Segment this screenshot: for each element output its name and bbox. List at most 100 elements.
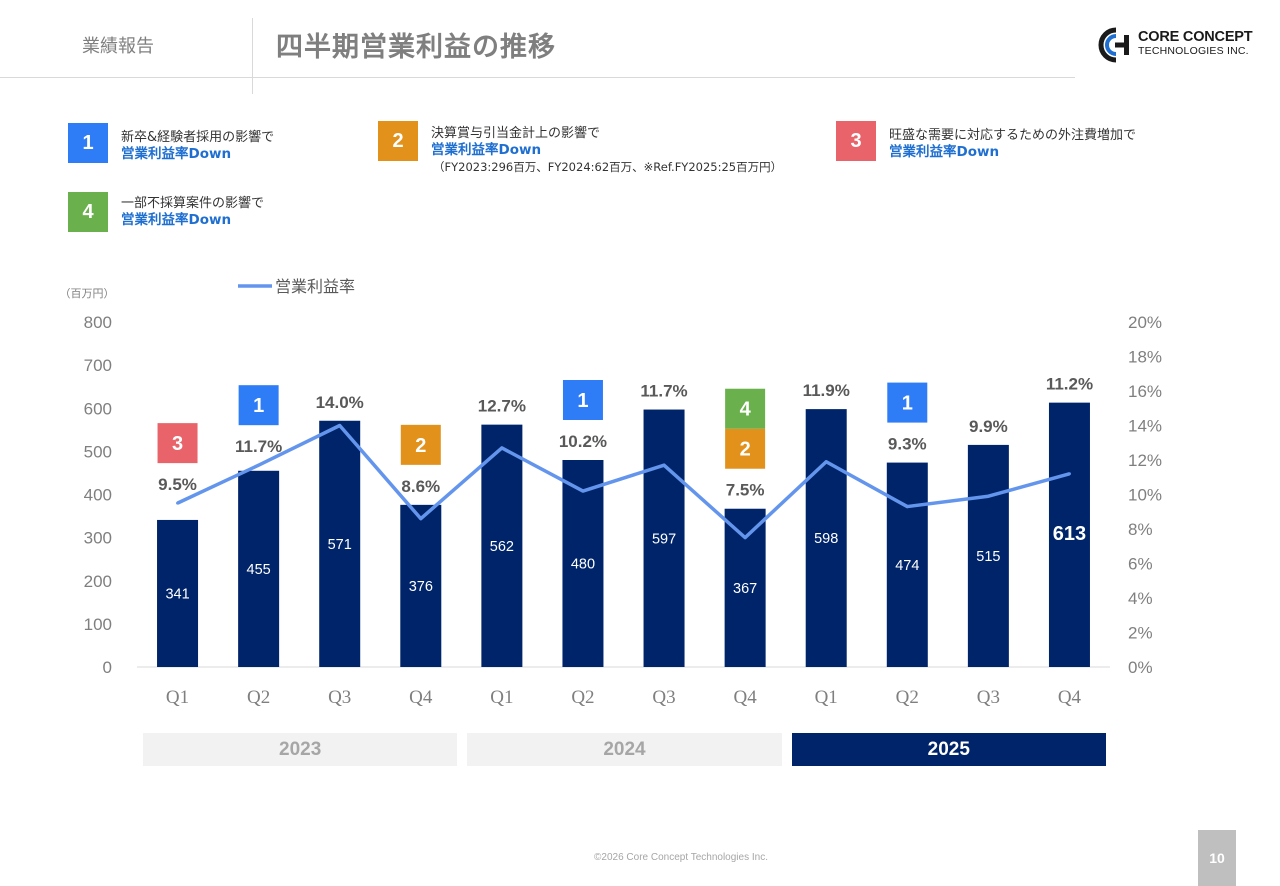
y-tick-label: 500 [84, 442, 112, 461]
margin-point [743, 536, 747, 540]
margin-point [905, 505, 909, 509]
y2-tick-label: 16% [1128, 382, 1162, 401]
note-3-line2: 営業利益率Down [889, 144, 1000, 160]
bar-value-label: 515 [976, 549, 1000, 565]
margin-value-label: 9.9% [969, 417, 1008, 436]
margin-value-label: 8.6% [401, 477, 440, 496]
y2-tick-label: 12% [1128, 451, 1162, 470]
chart-badge-label: 1 [902, 393, 913, 415]
margin-point [500, 446, 504, 450]
margin-value-label: 11.2% [1046, 375, 1093, 394]
bar-value-label: 598 [814, 531, 838, 547]
page-title: 四半期営業利益の推移 [276, 32, 556, 63]
bar [562, 460, 604, 667]
chart-badge-label: 3 [172, 433, 183, 455]
chart-badge-label: 1 [577, 390, 588, 412]
bar [1048, 402, 1090, 667]
chart-badge-label: 1 [253, 395, 264, 417]
y-tick-label: 600 [84, 399, 112, 418]
margin-value-label: 11.9% [803, 381, 850, 400]
margin-line [176, 423, 1070, 540]
bar [643, 409, 685, 667]
note-4-badge: 4 [68, 192, 108, 232]
margin-point [581, 489, 585, 493]
note-2-line2: 営業利益率Down [431, 142, 542, 158]
logo-text-line1: CORE CONCEPT [1138, 29, 1253, 45]
note-3-line1: 旺盛な需要に対応するための外注費増加で [889, 128, 1137, 143]
y2-tick-label: 0% [1128, 658, 1153, 677]
chart-badge [238, 385, 279, 426]
x-tick-label: Q1 [166, 687, 189, 708]
note-1-badge: 1 [68, 123, 108, 163]
bar-value-label: 367 [733, 581, 757, 597]
margin-point [824, 460, 828, 464]
margin-point [662, 463, 666, 467]
y2-tick-label: 20% [1128, 313, 1162, 332]
x-tick-label: Q3 [977, 687, 1000, 708]
y-tick-label: 100 [84, 615, 112, 634]
chart-badge [725, 388, 766, 429]
bar [238, 470, 280, 667]
bar [400, 504, 442, 667]
note-1-line2: 営業利益率Down [121, 146, 232, 162]
y2-tick-label: 10% [1128, 486, 1162, 505]
bar-value-label: 376 [409, 579, 433, 595]
margin-value-label: 11.7% [235, 437, 282, 456]
bar-value-label: 480 [571, 557, 595, 573]
margin-point [986, 494, 990, 498]
bar-value-label: 455 [247, 562, 271, 578]
bar-value-label: 571 [328, 537, 352, 553]
header-rule [0, 77, 1075, 78]
chart-badge [725, 428, 766, 469]
margin-value-label: 9.3% [888, 435, 927, 454]
bar [724, 508, 766, 667]
x-tick-label: Q2 [571, 687, 594, 708]
x-tick-label: Q2 [896, 687, 919, 708]
y2-tick-label: 14% [1128, 417, 1162, 436]
note-3-badge: 3 [836, 121, 876, 161]
note-2-text: 決算賞与引当金計上の影響で 営業利益率Down （FY2023:296百万、FY… [431, 125, 782, 176]
header-divider [252, 18, 253, 94]
y-tick-label: 0 [103, 658, 112, 677]
y2-tick-label: 6% [1128, 555, 1153, 574]
note-4-line2: 営業利益率Down [121, 212, 232, 228]
bar [967, 444, 1009, 667]
bar [805, 409, 847, 667]
note-4-line1: 一部不採算案件の影響で [121, 196, 265, 211]
chart-badge [157, 423, 198, 464]
margin-point [419, 517, 423, 521]
footer-copyright: ©2026 Core Concept Technologies Inc. [594, 852, 768, 863]
chart-badge-label: 2 [415, 435, 426, 457]
note-2-line3: （FY2023:296百万、FY2024:62百万、※Ref.FY2025:25… [433, 160, 783, 174]
chart-badge [400, 424, 441, 465]
chart-badge-label: 4 [740, 399, 752, 421]
y-tick-label: 300 [84, 529, 112, 548]
chart-badge-label: 2 [740, 439, 751, 461]
margin-value-label: 9.5% [158, 475, 197, 494]
bar [157, 519, 199, 667]
x-tick-label: Q1 [490, 687, 513, 708]
page-number: 10 [1198, 830, 1236, 886]
legend-label: 営業利益率 [275, 277, 355, 296]
y-tick-label: 700 [84, 356, 112, 375]
bar-value-label: 341 [165, 586, 189, 602]
margin-value-label: 14.0% [316, 393, 364, 412]
x-tick-label: Q2 [247, 687, 270, 708]
y-tick-label: 400 [84, 486, 112, 505]
bar [886, 462, 928, 667]
margin-point [176, 501, 180, 505]
y-tick-label: 200 [84, 572, 112, 591]
year-label-2025: 2025 [791, 733, 1106, 766]
y2-tick-label: 2% [1128, 624, 1153, 643]
x-tick-label: Q1 [815, 687, 838, 708]
bar-value-label: 474 [895, 558, 919, 574]
margin-point [338, 424, 342, 427]
note-2-line1: 決算賞与引当金計上の影響で [431, 126, 601, 141]
x-tick-label: Q3 [652, 687, 675, 708]
section-label: 業績報告 [82, 36, 154, 57]
note-2-badge: 2 [378, 121, 418, 161]
chart-badge [887, 382, 928, 423]
bar-value-label: 597 [652, 531, 676, 547]
year-label-2023: 2023 [143, 733, 458, 766]
